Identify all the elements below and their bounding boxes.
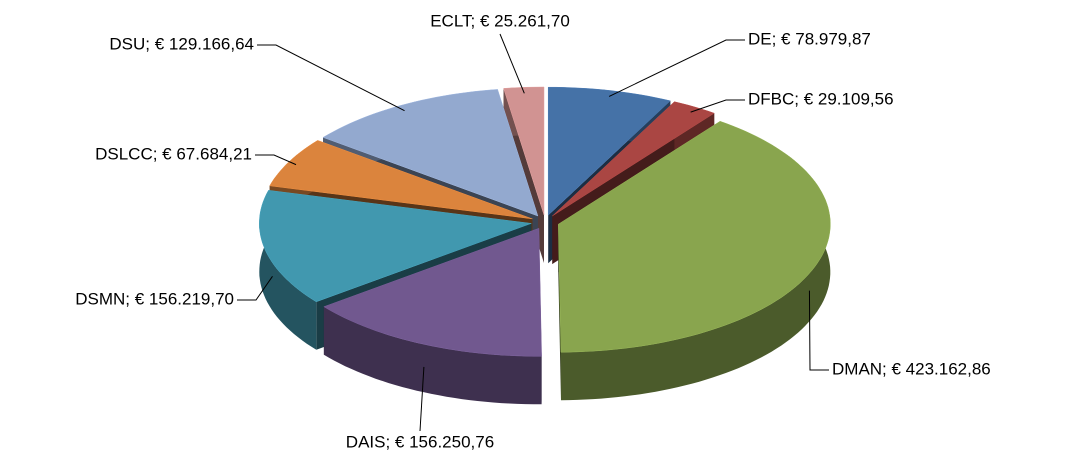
data-label: DSU; € 129.166,64 (109, 34, 254, 53)
data-label: DSLCC; € 67.684,21 (95, 144, 252, 163)
slice (259, 190, 532, 303)
slice (547, 86, 671, 216)
slice-side (561, 121, 831, 401)
data-label: DAIS; € 156.250,76 (346, 432, 494, 451)
slice (552, 101, 715, 217)
leader-line (237, 276, 273, 301)
leader-line (608, 39, 745, 97)
data-label: DE; € 78.979,87 (748, 29, 871, 48)
leader-line (255, 154, 297, 166)
slice (323, 227, 542, 357)
slice (558, 121, 831, 353)
slice (503, 86, 545, 216)
data-label: ECLT; € 25.261,70 (430, 11, 570, 30)
leader-line (257, 44, 405, 112)
data-label: DSMN; € 156.219,70 (75, 289, 234, 308)
data-label: DFBC; € 29.109,56 (748, 89, 894, 108)
leader-line (499, 33, 525, 94)
slice-side (323, 306, 542, 405)
slice-wall (558, 224, 561, 401)
leader-line (419, 366, 425, 432)
slice-side (259, 190, 317, 350)
leader-line (808, 290, 829, 371)
leader-line (690, 99, 745, 113)
slice (322, 89, 539, 217)
data-label: DMAN; € 423.162,86 (832, 359, 991, 378)
